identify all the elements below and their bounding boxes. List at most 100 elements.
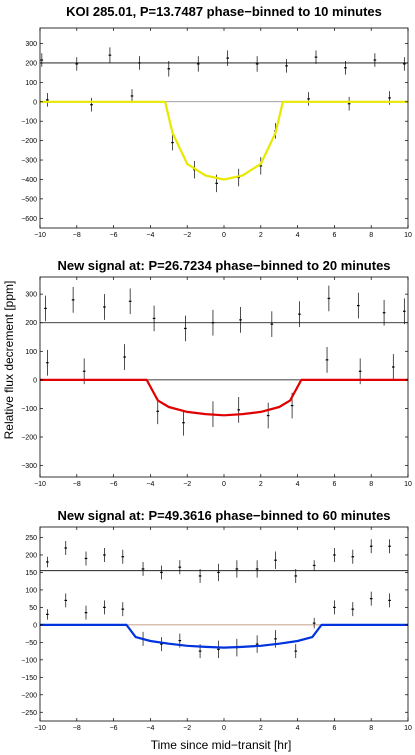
x-tick-label: −8 [73,481,81,488]
data-point-offset [255,560,259,578]
y-tick-label: −200 [21,692,37,699]
y-tick-label: 100 [25,587,37,594]
data-point-offset [40,53,44,67]
data-point-offset [255,56,259,72]
data-point-offset [382,299,386,326]
data-point-offset [160,565,163,580]
data-point-offset [351,549,355,564]
data-point [255,635,259,653]
x-tick-label: 8 [369,232,373,239]
x-tick-label: 6 [332,232,336,239]
y-tick-label: −300 [21,463,37,470]
data-point [90,97,93,112]
x-tick-label: −10 [34,725,46,732]
data-point [160,637,163,652]
data-point [46,609,49,620]
x-tick-label: 2 [259,232,263,239]
data-point [123,344,126,370]
data-point-offset [285,59,288,73]
data-point-offset [184,315,187,342]
y-tick-label: −200 [21,435,37,442]
x-tick-label: 6 [332,481,336,488]
y-tick-label: −50 [25,640,37,647]
y-tick-label: 200 [25,320,37,327]
data-point-offset [226,50,229,66]
y-tick-label: −400 [21,177,37,184]
data-point [156,398,160,425]
data-point-offset [178,560,182,575]
data-point-offset [121,549,125,564]
data-point-offset [403,57,406,71]
data-point-offset [108,47,112,63]
x-tick-label: 0 [222,481,226,488]
x-tick-label: −2 [183,725,191,732]
data-point-offset [312,560,316,571]
y-tick-label: −100 [21,119,37,126]
x-tick-label: 10 [404,725,412,732]
data-point-offset [403,298,406,325]
x-tick-label: 4 [296,481,300,488]
y-tick-label: 300 [25,41,37,48]
transit-model-curve [40,100,408,181]
data-point [294,644,298,659]
data-point-offset [138,56,141,70]
x-tick-label: 0 [222,232,226,239]
y-tick-label: −500 [21,196,37,203]
data-point-offset [235,560,239,578]
y-tick-label: 150 [25,570,37,577]
plot-frame [39,276,409,478]
data-point [266,402,270,429]
data-point [391,354,395,380]
data-point-offset [46,556,49,568]
data-point-offset [141,561,145,576]
data-point [84,605,88,620]
data-point [347,96,351,111]
x-tick-label: 2 [259,481,263,488]
x-tick-label: −8 [73,725,81,732]
data-point [333,600,336,615]
y-tick-label: 250 [25,535,37,542]
data-point-offset [84,551,88,566]
x-tick-label: −10 [34,481,46,488]
x-tick-label: 8 [369,725,373,732]
y-tick-label: 50 [29,605,37,612]
data-point-offset [103,547,106,562]
data-point-offset [270,311,274,337]
x-tick-label: −4 [146,232,154,239]
data-point [217,640,220,659]
data-point-offset [198,568,202,583]
data-point [182,409,185,436]
x-tick-label: −6 [110,725,118,732]
y-tick-label: 0 [33,622,37,629]
data-point-offset [152,305,156,332]
data-point [46,93,49,107]
data-point-offset [274,551,277,569]
data-point [237,397,241,423]
data-point [307,92,310,106]
data-point-offset [357,292,360,319]
y-tick-label: 200 [25,60,37,67]
x-tick-label: 10 [404,232,412,239]
x-tick-label: 0 [222,725,226,732]
data-point [259,157,263,175]
x-tick-label: −4 [146,725,154,732]
data-point-offset [298,301,301,327]
x-tick-label: −2 [183,481,191,488]
x-tick-label: 6 [332,725,336,732]
data-point-offset [333,547,336,562]
data-point-offset [167,61,171,77]
data-point [351,602,355,617]
data-point [388,593,391,608]
data-point-offset [344,61,347,75]
data-point [130,89,134,103]
x-tick-label: −4 [146,481,154,488]
x-tick-label: −8 [73,232,81,239]
data-point-offset [103,294,106,320]
x-tick-label: −6 [110,232,118,239]
x-tick-label: 4 [296,725,300,732]
transit-model-curve [40,623,408,649]
chart-title: KOI 285.01, P=13.7487 phase−binned to 10… [66,4,382,19]
x-tick-label: 8 [369,481,373,488]
chart-title: New signal at: P=26.7234 phase−binned to… [57,258,390,273]
